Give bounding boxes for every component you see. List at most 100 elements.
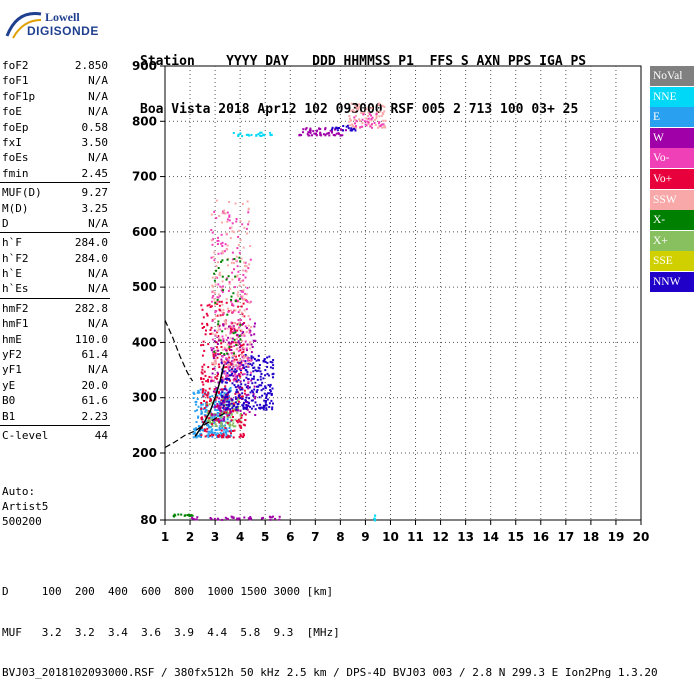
echo-point (269, 383, 272, 386)
grid-dot (440, 282, 442, 283)
grid-dot (314, 254, 316, 255)
grid-dot (239, 142, 241, 143)
grid-dot (615, 282, 617, 283)
echo-point (239, 380, 242, 383)
grid-dot (197, 120, 198, 122)
echo-point (236, 385, 239, 388)
echo-point (267, 392, 270, 395)
grid-dot (515, 162, 517, 163)
grid-dot (173, 120, 174, 122)
echo-point (227, 353, 230, 356)
echo-point (229, 331, 232, 334)
grid-dot (317, 176, 318, 178)
echo-point (218, 428, 221, 431)
grid-dot (415, 482, 417, 483)
grid-dot (289, 190, 291, 191)
grid-dot (177, 397, 178, 399)
echo-point (245, 386, 248, 389)
grid-dot (329, 452, 330, 454)
grid-dot (440, 474, 442, 475)
grid-dot (465, 414, 467, 415)
echo-point (216, 356, 219, 359)
echo-point (249, 341, 252, 344)
grid-dot (565, 294, 567, 295)
grid-dot (465, 334, 467, 335)
grid-dot (565, 406, 567, 407)
grid-dot (440, 82, 442, 83)
echo-point (238, 424, 241, 427)
grid-dot (465, 314, 467, 315)
echo-point (203, 400, 206, 402)
grid-dot (189, 390, 191, 391)
echo-point (327, 132, 330, 134)
grid-dot (565, 194, 567, 195)
echo-point (214, 431, 216, 434)
grid-dot (465, 422, 467, 423)
profile-curve-upper (164, 320, 194, 382)
grid-dot (364, 122, 366, 123)
grid-dot (465, 454, 467, 455)
grid-dot (385, 397, 386, 399)
grid-dot (214, 86, 216, 87)
grid-dot (364, 426, 366, 427)
grid-dot (605, 176, 606, 178)
grid-dot (339, 262, 341, 263)
grid-dot (339, 226, 341, 227)
grid-dot (490, 246, 492, 247)
grid-dot (289, 446, 291, 447)
grid-dot (540, 482, 542, 483)
legend-item: NoVal (650, 66, 694, 86)
grid-dot (465, 194, 467, 195)
grid-dot (490, 322, 492, 323)
grid-dot (239, 510, 241, 511)
echo-point (367, 115, 369, 117)
grid-dot (264, 486, 266, 487)
grid-dot (590, 126, 592, 127)
grid-dot (540, 82, 542, 83)
echo-point (221, 427, 224, 430)
grid-dot (339, 306, 341, 307)
grid-dot (269, 452, 270, 454)
grid-dot (214, 382, 216, 383)
grid-dot (405, 176, 406, 178)
grid-dot (339, 426, 341, 427)
grid-dot (490, 342, 492, 343)
grid-dot (364, 162, 366, 163)
grid-dot (364, 138, 366, 139)
grid-dot (365, 452, 366, 454)
grid-dot (540, 302, 542, 303)
echo-point (216, 391, 219, 394)
grid-dot (289, 138, 291, 139)
grid-dot (490, 470, 492, 471)
echo-point (259, 375, 262, 378)
grid-dot (515, 422, 517, 423)
echo-point (202, 394, 205, 397)
grid-dot (415, 190, 417, 191)
grid-dot (490, 478, 492, 479)
echo-point (245, 265, 248, 268)
echo-point (205, 394, 208, 397)
echo-point (244, 340, 247, 343)
grid-dot (214, 266, 216, 267)
echo-point (197, 390, 200, 392)
grid-dot (214, 422, 216, 423)
grid-dot (364, 146, 366, 147)
grid-dot (189, 118, 191, 119)
grid-dot (437, 397, 438, 399)
echo-point (220, 425, 223, 428)
grid-dot (481, 176, 482, 178)
echo-point (217, 293, 220, 296)
grid-dot (465, 146, 467, 147)
grid-dot (339, 74, 341, 75)
legend-item: SSE (650, 251, 694, 272)
echo-point (229, 337, 232, 340)
grid-dot (465, 238, 467, 239)
echo-point (348, 120, 351, 123)
grid-dot (590, 66, 592, 67)
grid-dot (214, 322, 216, 323)
echo-point (239, 297, 241, 300)
grid-dot (264, 174, 266, 175)
echo-point (377, 122, 380, 125)
grid-dot (515, 514, 517, 515)
grid-dot (189, 330, 191, 331)
